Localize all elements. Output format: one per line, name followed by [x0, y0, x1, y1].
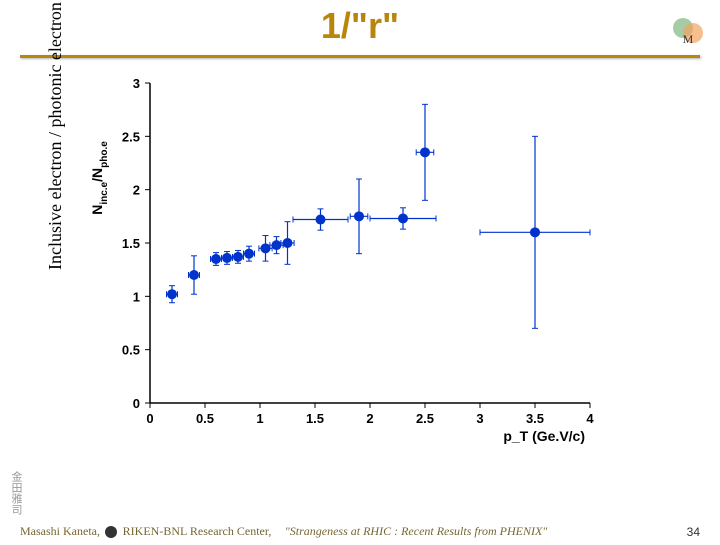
svg-text:Ninc.e/Npho.e: Ninc.e/Npho.e [89, 141, 110, 215]
conference-logo: M [668, 13, 708, 53]
svg-text:0: 0 [133, 396, 140, 411]
svg-text:1.5: 1.5 [306, 411, 324, 426]
svg-text:3: 3 [133, 76, 140, 91]
svg-text:1: 1 [256, 411, 263, 426]
footer-talk-title: "Strangeness at RHIC : Recent Results fr… [285, 524, 548, 538]
slide-footer: Masashi Kaneta, RIKEN-BNL Research Cente… [20, 524, 700, 539]
svg-text:3.5: 3.5 [526, 411, 544, 426]
svg-text:4: 4 [586, 411, 594, 426]
svg-text:0.5: 0.5 [196, 411, 214, 426]
svg-text:3: 3 [476, 411, 483, 426]
bnl-logo-icon [105, 526, 117, 538]
svg-text:2: 2 [366, 411, 373, 426]
author-kanji: 金田雅司 [8, 471, 24, 515]
footer-affiliation: RIKEN-BNL Research Center, [123, 524, 272, 538]
scatter-chart: 0 0.5 1 1.5 2 2.5 3 3.5 4 0 0.5 1 1.5 2 2.5 3 p_T (Ge.V/… [80, 68, 600, 448]
footer-author: Masashi Kaneta, [20, 524, 100, 538]
y-axis-description: Inclusive electron / photonic electron [45, 2, 66, 270]
svg-text:1.5: 1.5 [122, 236, 140, 251]
svg-text:M: M [683, 32, 694, 46]
svg-text:2: 2 [133, 183, 140, 198]
slide-title: 1/"r" [0, 5, 720, 47]
title-divider [20, 55, 700, 58]
svg-text:p_T (Ge.V/c): p_T (Ge.V/c) [503, 428, 585, 444]
svg-text:2.5: 2.5 [122, 129, 140, 144]
svg-text:0.5: 0.5 [122, 343, 140, 358]
svg-text:1: 1 [133, 289, 140, 304]
page-number: 34 [687, 525, 700, 539]
svg-text:2.5: 2.5 [416, 411, 434, 426]
svg-text:0: 0 [146, 411, 153, 426]
